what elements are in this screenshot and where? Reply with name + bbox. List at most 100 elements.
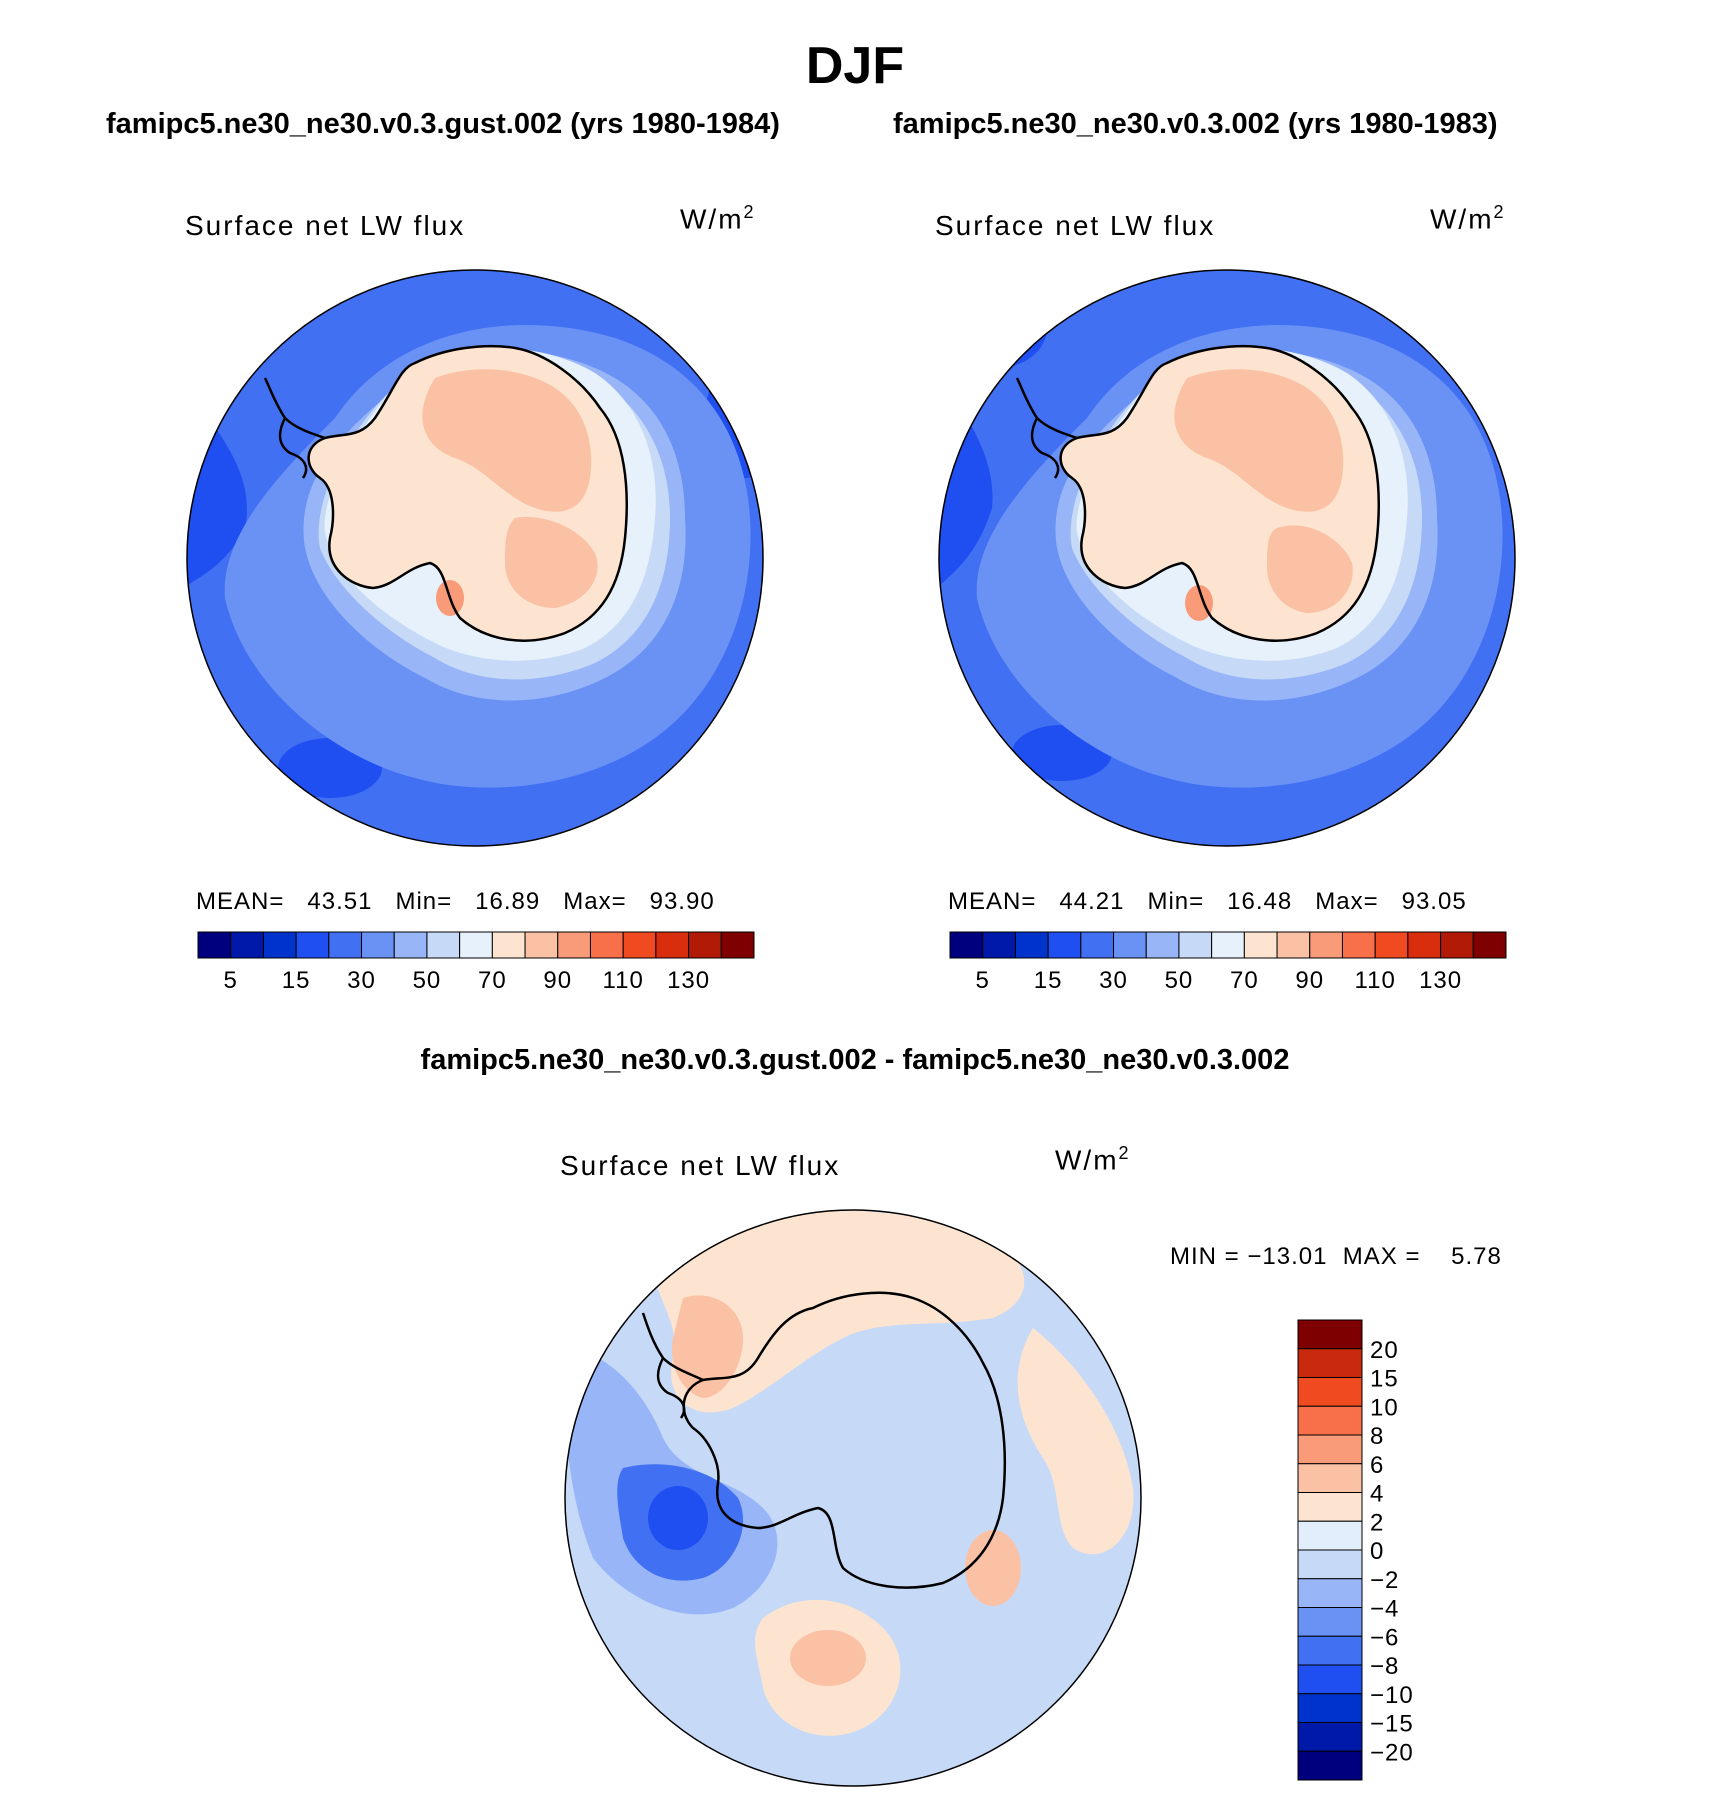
map-left [186,269,764,847]
stats-left: MEAN= 43.51 Min= 16.89 Max= 93.90 [196,888,715,916]
colorbar-tick-label: 5 [224,967,238,994]
colorbar-swatch [1113,931,1147,959]
colorbar-tick-label: −10 [1370,1682,1414,1709]
colorbar-tick-label: 15 [1370,1366,1399,1393]
units-exponent: 2 [1493,202,1506,222]
colorbar-swatch [1407,931,1442,959]
min-value: 16.89 [475,888,541,915]
colorbar-tick-label: 30 [1099,967,1128,994]
map-right [938,269,1516,847]
colorbar-swatch [1297,1750,1363,1781]
colorbar-swatch [491,931,526,959]
colorbar-swatch [949,931,984,959]
colorbar-tick-label: 30 [347,967,376,994]
land-warm-patch-2 [505,517,598,608]
colorbar-swatch [262,931,297,959]
max-value: 93.90 [649,888,715,915]
colorbar-tick-label: 0 [1370,1538,1384,1565]
colorbar-swatch [1297,1722,1363,1752]
colorbar-tick-label: 90 [543,967,572,994]
variable-label-left: Surface net LW flux [185,210,466,241]
colorbar-tick-label: 20 [1370,1337,1399,1364]
min-label: MIN = [1170,1243,1240,1270]
colorbar-swatch [361,931,395,959]
colorbar-swatch [589,931,624,959]
map-difference [564,1209,1142,1787]
mean-value: 43.51 [307,888,373,915]
colorbar-swatch [1309,931,1343,959]
colorbar-tick-label: −2 [1370,1567,1399,1594]
colorbar-tick-label: 130 [667,967,710,994]
diff-positive-peninsula [672,1295,743,1398]
colorbar-swatch [1472,931,1507,959]
colorbar-swatch [1297,1348,1363,1378]
colorbar-tick-label: 110 [1355,967,1396,994]
colorbar-tick-label: 6 [1370,1452,1384,1479]
colorbar-swatch [982,931,1016,959]
land-warm-patch-2 [1267,525,1353,613]
colorbar-swatch [1374,931,1409,959]
units-exponent: 2 [743,202,756,222]
antarctica-coastline [307,344,628,642]
land-hot-spot [1185,585,1213,621]
colorbar-swatch [524,931,559,959]
colorbar-swatch [197,931,232,959]
units-label-diff: W/m2 [1055,1143,1131,1176]
max-value: 93.05 [1401,888,1467,915]
colorbar-swatch [622,931,657,959]
colorbar-tick-label: 70 [1230,967,1259,994]
land-warm-patch [422,369,592,512]
colorbar-tick-label: 50 [1165,967,1194,994]
min-value: 16.48 [1227,888,1293,915]
colorbar-swatch [1297,1664,1363,1695]
colorbar-swatch [1297,1635,1363,1666]
colorbar-tick-label: 50 [413,967,442,994]
antarctica-coastline [1059,344,1380,642]
colorbar-swatch [1145,931,1180,959]
colorbar-swatch [295,931,330,959]
colorbar-swatch [1297,1520,1363,1551]
peninsula-coastline [263,377,326,479]
colorbar-swatch [1014,931,1049,959]
diff-warm-spot-east [965,1530,1021,1606]
min-label: Min= [1147,888,1205,915]
units-label-left: W/m2 [680,202,756,235]
difference-title: famipc5.ne30_ne30.v0.3.gust.002 - famipc… [420,1044,1290,1076]
ocean-pocket-deep-north [947,288,1047,368]
colorbar-swatch [557,931,591,959]
units-base: W/m [680,203,744,235]
colorbar-tick-label: −20 [1370,1739,1414,1766]
variable-label-diff: Surface net LW flux [560,1150,841,1181]
colorbar-swatch [1297,1549,1363,1580]
peninsula-coastline [1015,377,1078,479]
main-title: DJF [805,37,905,95]
colorbar-tick-label: 4 [1370,1481,1384,1508]
max-label: Max= [1315,888,1379,915]
colorbar-swatch [1297,1578,1363,1608]
diff-peninsula-coastline [641,1312,704,1419]
colorbar-tick-label: −4 [1370,1596,1399,1623]
colorbar-swatch [1297,1607,1363,1637]
mean-label: MEAN= [196,888,285,915]
colorbar-swatch [1297,1463,1363,1493]
colorbar-swatch [393,931,428,959]
map-boundary [938,269,1516,847]
diff-antarctica-coastline [682,1291,1007,1589]
colorbar-tick-label: 70 [478,967,507,994]
mean-value: 44.21 [1059,888,1125,915]
diff-warm-spot-south [790,1630,866,1686]
min-label: Min= [395,888,453,915]
colorbar-swatch [459,931,493,959]
colorbar-swatch [1440,931,1474,959]
max-label: MAX = [1342,1243,1421,1270]
map-boundary [186,269,764,847]
colorbar-swatch [655,931,690,959]
stats-right: MEAN= 44.21 Min= 16.48 Max= 93.05 [948,888,1467,916]
colorbar-swatch [1297,1319,1363,1350]
colorbar-swatch [1243,931,1278,959]
colorbar-swatch [1297,1377,1363,1407]
max-value: 5.78 [1451,1243,1502,1270]
colorbar-swatch [230,931,264,959]
units-base: W/m [1430,203,1494,235]
